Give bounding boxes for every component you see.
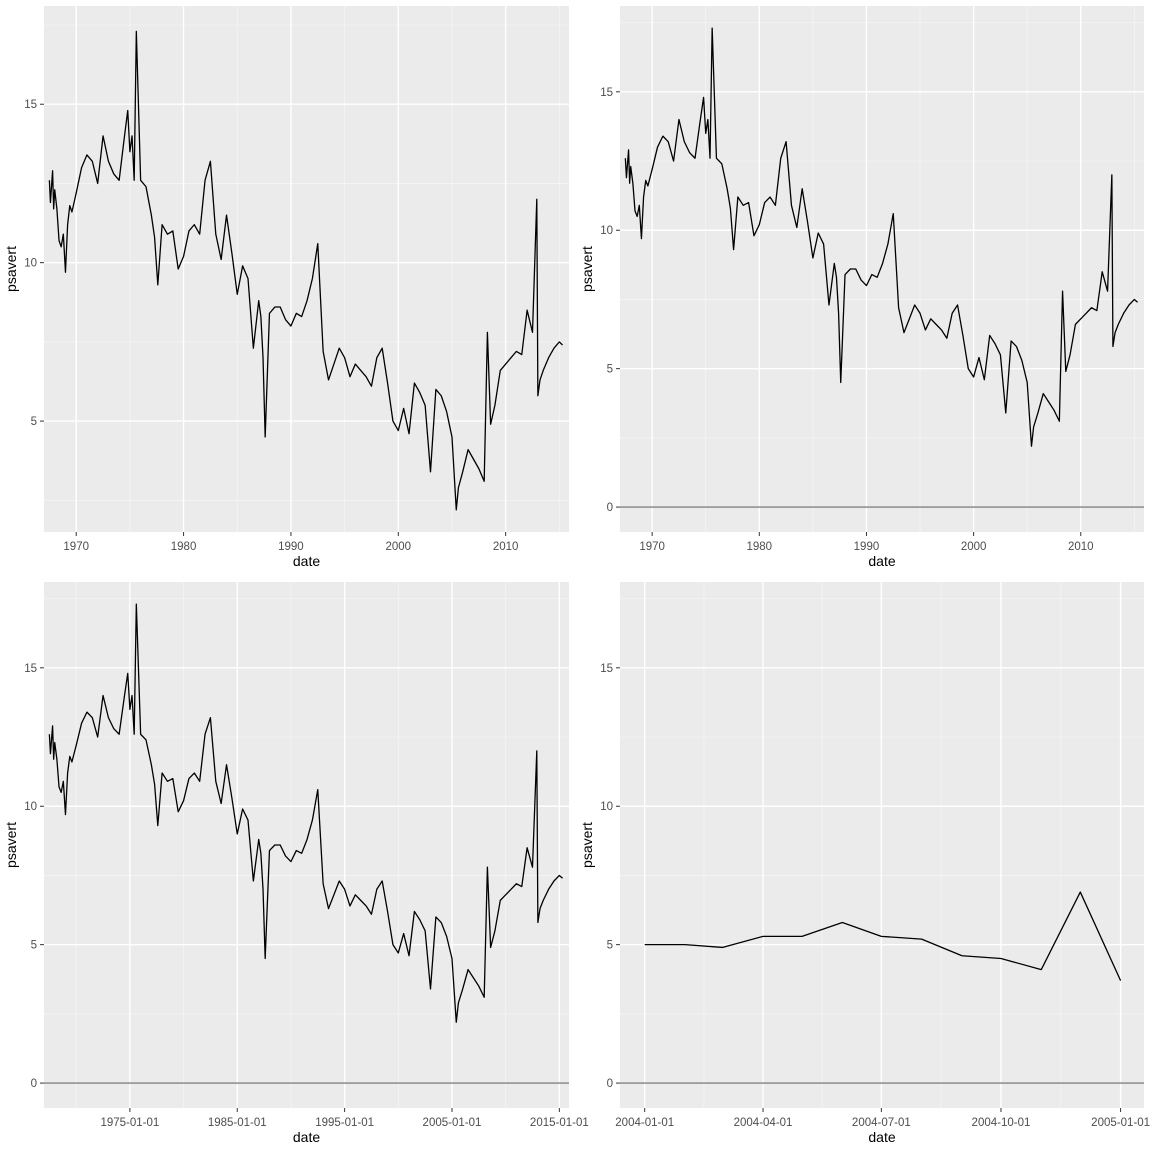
y-tick-label: 0 <box>607 502 613 514</box>
psavert-series-line <box>624 27 1138 447</box>
x-tick-label: 2015-01-01 <box>530 1117 589 1129</box>
psavert-series-line <box>48 30 564 511</box>
psavert-series-line <box>48 603 563 1023</box>
x-tick-label: 2000 <box>961 541 987 553</box>
y-tick-label: 10 <box>600 801 613 813</box>
chart-panel-1: 1970 1980 1990 2000 2010 5 10 15 date psavert <box>3 6 569 569</box>
x-tick-label: 2004-07-01 <box>852 1117 911 1129</box>
x-tick-label: 2000 <box>385 541 411 553</box>
chart-panel-2: 1970 1980 1990 2000 2010 0 5 10 15 date psavert <box>579 6 1144 569</box>
x-tick-label: 1985-01-01 <box>208 1117 267 1129</box>
plot-background <box>620 6 1144 532</box>
x-tick-label: 2004-04-01 <box>734 1117 793 1129</box>
x-tick-label: 1995-01-01 <box>315 1117 374 1129</box>
x-axis-title: date <box>868 1129 895 1145</box>
y-tick-label: 10 <box>24 258 37 270</box>
y-tick-label: 5 <box>607 364 613 376</box>
plot-background <box>44 582 569 1108</box>
x-tick-label: 1975-01-01 <box>100 1117 159 1129</box>
y-axis-title: psavert <box>579 246 595 292</box>
x-tick-label: 2005-01-01 <box>423 1117 482 1129</box>
x-tick-label: 2010 <box>1068 541 1094 553</box>
y-tick-label: 15 <box>24 99 37 111</box>
y-axis-title: psavert <box>3 822 19 868</box>
y-tick-label: 15 <box>24 663 37 675</box>
y-tick-label: 15 <box>600 663 613 675</box>
y-tick-label: 5 <box>31 940 37 952</box>
y-axis-title: psavert <box>3 246 19 292</box>
y-axis-title: psavert <box>579 822 595 868</box>
x-tick-label: 2004-10-01 <box>972 1117 1031 1129</box>
y-tick-label: 0 <box>607 1078 613 1090</box>
psavert-series-line <box>644 891 1122 981</box>
x-tick-label: 2010 <box>493 541 519 553</box>
x-tick-label: 1980 <box>747 541 773 553</box>
x-tick-label: 2004-01-01 <box>615 1117 674 1129</box>
y-tick-label: 0 <box>31 1078 37 1090</box>
y-tick-label: 15 <box>600 87 613 99</box>
y-tick-label: 5 <box>607 940 613 952</box>
x-tick-label: 1970 <box>63 541 89 553</box>
y-tick-label: 5 <box>31 416 37 428</box>
chart-panel-3: 1975-01-01 1985-01-01 1995-01-01 2005-01-01… <box>3 582 589 1145</box>
x-tick-label: 1980 <box>171 541 197 553</box>
y-tick-label: 10 <box>600 225 613 237</box>
x-tick-label: 1990 <box>278 541 304 553</box>
x-axis-title: date <box>293 553 320 569</box>
y-tick-label: 10 <box>24 801 37 813</box>
x-tick-label: 1990 <box>854 541 880 553</box>
x-tick-label: 1970 <box>639 541 665 553</box>
x-axis-title: date <box>293 1129 320 1145</box>
plot-background <box>44 6 569 532</box>
x-axis-title: date <box>868 553 895 569</box>
x-tick-label: 2005-01-01 <box>1091 1117 1150 1129</box>
chart-panel-4: 2004-01-01 2004-04-01 2004-07-01 2004-10-01… <box>579 582 1150 1145</box>
